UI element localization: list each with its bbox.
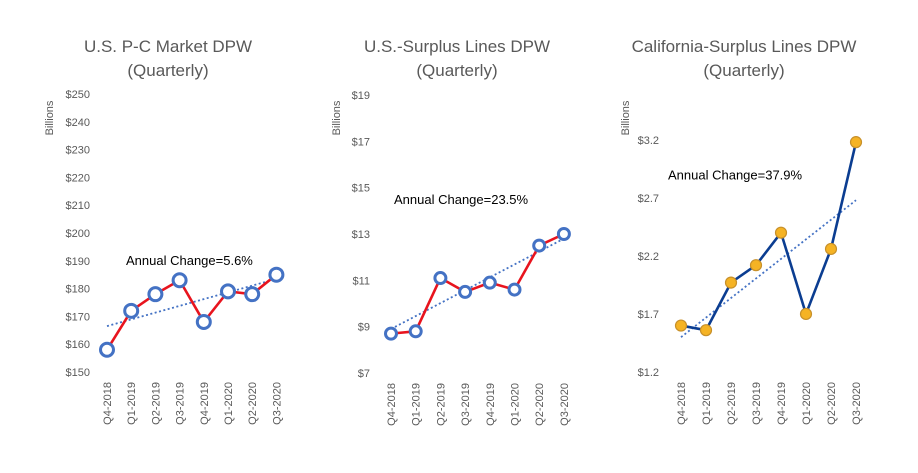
y-tick-label: $240 (66, 117, 90, 129)
y-tick-label: $17 (352, 136, 370, 148)
y-tick-label: $1.7 (638, 309, 659, 321)
x-tick-label: Q4-2018 (386, 383, 398, 426)
data-point (171, 272, 188, 289)
x-tick-label: Q2-2019 (726, 382, 738, 425)
data-point (724, 276, 738, 289)
series-line (390, 232, 565, 335)
x-tick-label: Q1-2020 (801, 382, 813, 425)
data-point (268, 266, 285, 283)
data-point (433, 271, 448, 286)
chart-3: California-Surplus Lines DPW (Quarterly) B… (620, 37, 863, 425)
x-tick-label: Q3-2020 (271, 382, 283, 425)
chart-title-line: (Quarterly) (416, 61, 497, 80)
x-tick-label: Q3-2020 (559, 383, 571, 426)
x-tick-label: Q4-2019 (199, 382, 211, 425)
data-point (458, 284, 473, 299)
y-tick-label: $200 (66, 228, 90, 240)
data-point (220, 283, 236, 300)
data-point (244, 286, 261, 303)
y-tick-label: $3.2 (638, 135, 659, 147)
chart-1: U.S. P-C Market DPW (Quarterly) Billions $1… (44, 37, 285, 425)
data-point (824, 242, 838, 256)
y-axis-label: Billions (331, 100, 343, 135)
x-tick-label: Q3-2019 (751, 382, 763, 425)
y-axis-label: Billions (44, 100, 56, 135)
y-tick-label: $15 (352, 183, 370, 195)
y-tick-label: $2.7 (638, 193, 659, 205)
x-tick-label: Q3-2019 (460, 383, 472, 426)
x-tick-label: Q4-2018 (102, 382, 114, 425)
x-tick-label: Q2-2020 (247, 382, 259, 425)
x-tick-label: Q3-2019 (175, 382, 187, 425)
y-tick-label: $1.2 (638, 367, 659, 379)
x-tick-label: Q1-2019 (126, 382, 138, 425)
trendline (680, 199, 857, 338)
data-point (99, 341, 115, 358)
data-point (556, 227, 571, 241)
x-tick-label: Q4-2018 (676, 382, 688, 425)
data-point (195, 313, 212, 330)
y-tick-label: $210 (66, 200, 90, 212)
data-point (699, 324, 713, 337)
chart-title-line: U.S. P-C Market DPW (84, 37, 252, 56)
x-tick-label: Q4-2019 (776, 382, 788, 425)
y-tick-label: $19 (352, 90, 370, 102)
series-line (680, 141, 858, 332)
x-tick-label: Q1-2019 (701, 382, 713, 425)
chart-title-line: California-Surplus Lines DPW (632, 37, 857, 56)
data-point (384, 326, 398, 341)
y-tick-label: $160 (66, 339, 90, 351)
data-point (849, 136, 863, 149)
x-tick-label: Q1-2020 (223, 382, 235, 425)
data-point (507, 282, 522, 297)
x-tick-label: Q3-2020 (851, 382, 863, 425)
y-tick-label: $170 (66, 311, 90, 323)
y-tick-label: $9 (358, 322, 370, 334)
data-point (799, 307, 813, 321)
y-tick-label: $2.2 (638, 251, 659, 263)
y-tick-label: $7 (358, 368, 370, 380)
x-tick-label: Q2-2019 (150, 382, 162, 425)
data-point (532, 238, 547, 253)
x-tick-label: Q1-2020 (510, 383, 522, 426)
data-point (408, 324, 423, 339)
x-tick-label: Q1-2019 (411, 383, 423, 426)
y-tick-label: $190 (66, 256, 90, 268)
data-point (749, 259, 763, 272)
y-tick-label: $150 (66, 367, 90, 379)
data-point (147, 286, 164, 303)
annual-change-annotation: Annual Change=37.9% (668, 167, 803, 182)
x-tick-label: Q2-2020 (826, 382, 838, 425)
y-tick-label: $250 (66, 89, 90, 101)
x-tick-label: Q4-2019 (485, 383, 497, 426)
annual-change-annotation: Annual Change=5.6% (126, 253, 253, 268)
y-tick-label: $13 (352, 229, 370, 241)
data-point (482, 275, 497, 290)
chart-title-line: U.S.-Surplus Lines DPW (364, 37, 550, 56)
chart-title-line: (Quarterly) (703, 61, 784, 80)
y-tick-label: $180 (66, 284, 90, 296)
y-tick-label: $230 (66, 145, 90, 157)
chart-2: U.S.-Surplus Lines DPW (Quarterly) Billion… (331, 37, 571, 426)
data-point (674, 319, 688, 332)
y-tick-label: $11 (352, 275, 370, 287)
chart-title-line: (Quarterly) (127, 61, 208, 80)
annual-change-annotation: Annual Change=23.5% (394, 192, 529, 207)
y-axis-label: Billions (620, 100, 632, 135)
x-tick-label: Q2-2020 (534, 383, 546, 426)
x-tick-label: Q2-2019 (435, 383, 447, 426)
data-point (774, 226, 788, 239)
y-tick-label: $220 (66, 172, 90, 184)
data-point (123, 302, 140, 319)
